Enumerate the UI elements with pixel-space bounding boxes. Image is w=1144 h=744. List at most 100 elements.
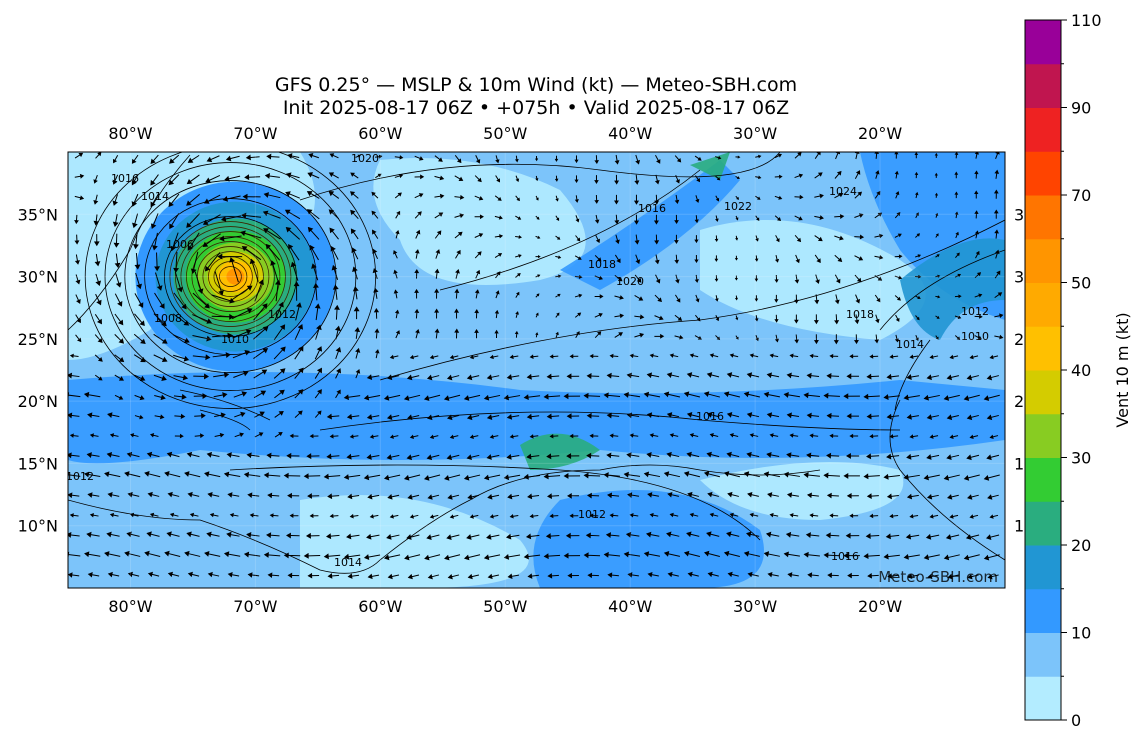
wind-arrow — [943, 474, 960, 481]
wind-arrow — [769, 353, 779, 358]
wind-arrow — [545, 533, 560, 540]
isobar-label: 1020 — [351, 152, 379, 165]
wind-arrow — [454, 213, 465, 219]
wind-arrow — [603, 551, 621, 558]
wind-arrow — [204, 471, 221, 478]
wind-arrow — [232, 350, 251, 359]
wind-arrow — [654, 315, 664, 321]
wind-arrow — [614, 154, 620, 165]
wind-arrow — [935, 233, 939, 238]
wind-arrow — [834, 254, 843, 262]
wind-area — [520, 433, 600, 470]
wind-arrow — [535, 254, 541, 259]
wind-arrow — [686, 451, 700, 458]
wind-arrow — [649, 512, 659, 518]
wind-arrow — [555, 215, 560, 221]
wind-arrow — [192, 292, 210, 309]
wind-arrow — [114, 334, 125, 344]
wind-arrow — [729, 512, 739, 518]
wind-arrow — [131, 193, 139, 207]
wind-arrow — [294, 410, 303, 418]
wind-arrow — [694, 155, 702, 161]
isobar-label: 1014 — [334, 556, 362, 569]
wind-arrow — [466, 414, 480, 421]
lon-label-bottom: 60°W — [358, 597, 402, 616]
wind-arrow — [454, 231, 463, 239]
wind-arrow — [814, 215, 824, 220]
wind-arrow — [614, 332, 623, 338]
wind-arrow — [266, 452, 280, 459]
wind-arrow — [834, 192, 844, 199]
wind-arrow — [241, 212, 262, 219]
wind-arrow — [68, 572, 80, 578]
wind-arrow — [219, 235, 242, 242]
isobar-label: 1010 — [961, 330, 989, 343]
wind-arrow — [273, 368, 286, 379]
wind-arrow — [863, 473, 880, 480]
wind-arrow — [874, 233, 884, 239]
isobar-label: 1022 — [724, 200, 752, 213]
wind-arrow — [969, 434, 979, 440]
wind-arrow — [343, 394, 361, 401]
wind-arrow — [774, 254, 780, 263]
wind-arrow — [766, 372, 780, 379]
isobar — [124, 180, 337, 373]
wind-arrow — [594, 175, 599, 184]
wind-arrow — [403, 394, 421, 401]
wind-arrow — [415, 229, 421, 239]
wind-arrow — [674, 194, 680, 205]
wind-arrow — [666, 451, 680, 458]
wind-arrow — [854, 234, 865, 240]
wind-arrow — [193, 373, 209, 380]
wind-arrow — [166, 531, 180, 538]
wind-arrow — [495, 175, 501, 183]
wind-arrow — [426, 374, 440, 381]
wind-arrow — [150, 213, 159, 229]
wind-arrow — [109, 512, 119, 518]
isobar — [169, 221, 292, 332]
wind-arrow — [663, 550, 681, 557]
wind-arrow — [226, 452, 240, 458]
wind-arrow — [955, 252, 960, 258]
wind-arrow — [987, 573, 999, 580]
wind-arrow — [726, 412, 740, 418]
wind-arrow — [549, 354, 559, 359]
wind-arrow — [814, 152, 821, 159]
wind-arrow — [655, 154, 661, 164]
wind-arrow — [133, 354, 146, 363]
wind-arrow — [767, 492, 779, 498]
wind-arrow — [749, 433, 759, 438]
wind-arrow — [746, 531, 760, 538]
wind-arrow — [106, 531, 120, 538]
wind-arrow — [427, 414, 440, 421]
wind-arrow — [765, 531, 780, 538]
wind-arrow — [187, 571, 200, 578]
wind-arrow — [629, 513, 639, 518]
wind-arrow — [614, 254, 621, 264]
wind-arrow — [634, 174, 640, 185]
colorbar-band — [1025, 413, 1061, 458]
wind-arrow — [444, 554, 461, 561]
wind-arrow — [923, 554, 940, 561]
wind-arrow — [954, 152, 959, 159]
wind-arrow — [946, 414, 959, 421]
wind-arrow — [823, 472, 840, 479]
wind-arrow — [675, 174, 680, 184]
wind-arrow — [849, 433, 859, 439]
wind-arrow — [68, 372, 80, 379]
wind-arrow — [874, 212, 883, 219]
wind-arrow — [983, 554, 1000, 561]
wind-arrow — [714, 295, 719, 302]
wind-arrow — [483, 474, 501, 481]
wind-arrow — [173, 374, 189, 381]
wind-arrow — [586, 452, 600, 459]
wind-arrow — [347, 493, 360, 500]
wind-arrow — [494, 195, 502, 201]
wind-arrow — [829, 433, 839, 439]
wind-arrow — [794, 173, 804, 179]
wind-arrow — [743, 550, 760, 557]
wind-arrow — [646, 452, 660, 458]
wind-arrow — [326, 533, 340, 540]
wind-arrow — [967, 573, 979, 580]
